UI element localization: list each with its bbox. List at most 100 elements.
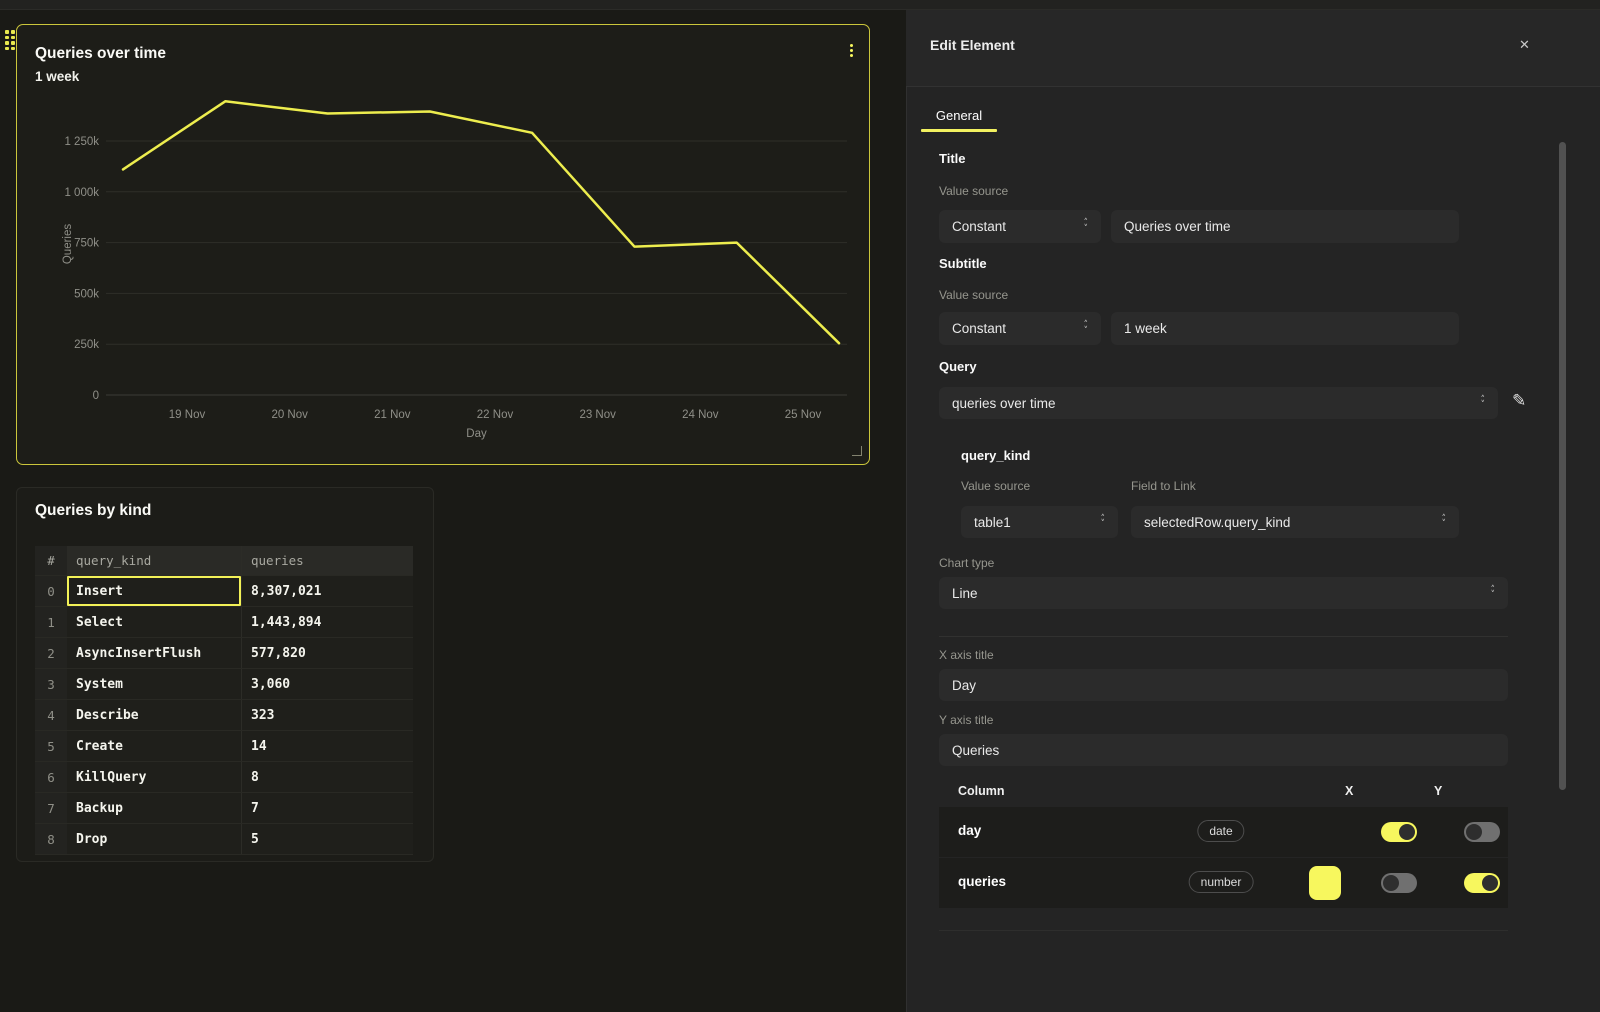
close-icon[interactable]: ✕ [1519,37,1530,52]
queries-cell: 3,060 [241,669,413,699]
series-color-swatch[interactable] [1309,866,1341,900]
chevron-updown-icon [1442,517,1447,528]
queries-cell: 8,307,021 [241,576,413,606]
table-row[interactable]: 8 Drop 5 [35,824,413,855]
table-row[interactable]: 5 Create 14 [35,731,413,762]
query-param-heading: query_kind [961,448,1031,463]
active-tab-underline [921,129,997,132]
chevron-updown-icon [1084,221,1089,232]
query-kind-cell: AsyncInsertFlush [76,645,202,661]
row-index-cell: 4 [35,700,67,730]
query-kind-cell: System [76,676,123,692]
title-source-select[interactable]: Constant [939,210,1101,243]
row-index-cell: 3 [35,669,67,699]
query-kind-cell: KillQuery [76,769,147,785]
x-tick-label: 25 Nov [785,409,822,421]
section-divider [939,930,1508,931]
column-name: queries [958,874,1007,889]
param-source-select[interactable]: table1 [961,506,1118,538]
table-row[interactable]: 4 Describe 323 [35,700,413,731]
y-toggle[interactable] [1464,873,1500,893]
queries-cell: 14 [241,731,413,761]
table-row[interactable]: 3 System 3,060 [35,669,413,700]
subtitle-value-source-label: Value source [939,288,1009,302]
query-select[interactable]: queries over time [939,387,1498,419]
scrollbar-thumb[interactable] [1559,142,1566,790]
queries-cell: 7 [241,793,413,823]
x-axis-title-value: Day [952,677,977,693]
query-kind-cell: Describe [76,707,139,723]
x-tick-label: 23 Nov [579,409,616,421]
table-element[interactable]: Queries by kind # query_kind queries 0 Inser… [16,487,434,862]
column-row-day: day date [939,807,1508,857]
drag-handle-icon[interactable] [5,30,15,50]
chart-element-selected[interactable]: 0 250k 500k 750k 1 000k 1 250k 19 Nov 20 Nov 21 … [16,24,870,465]
x-tick-label: 21 Nov [374,409,411,421]
toggle-knob [1383,875,1399,891]
chart-type-value: Line [952,585,978,601]
table-row[interactable]: 0 Insert 8,307,021 [35,576,413,607]
chart-type-select[interactable]: Line [939,577,1508,609]
columns-table-header: Column X Y [939,779,1508,807]
column-header-query_kind: query_kind [76,553,152,568]
column-row-queries: queries number [939,858,1508,908]
type-badge: number [1188,871,1254,893]
queries-cell: 8 [241,762,413,792]
param-source-value: table1 [974,514,1011,530]
y-tick-label: 1 250k [64,136,99,148]
tab-general[interactable]: General [935,108,983,123]
query-kind-cell: Select [76,614,123,630]
title-value-source-label: Value source [939,184,1009,198]
y-toggle[interactable] [1464,822,1500,842]
row-index-cell: 6 [35,762,67,792]
title-value-text: Queries over time [1124,219,1231,234]
table-header-row: # query_kind queries [35,546,413,576]
table-row[interactable]: 6 KillQuery 8 [35,762,413,793]
queries-cell: 1,443,894 [241,607,413,637]
x-header: X [1345,784,1354,798]
top-bar [0,0,1600,10]
x-tick-label: 20 Nov [271,409,308,421]
kebab-menu-icon[interactable] [845,39,857,61]
subtitle-source-select[interactable]: Constant [939,312,1101,345]
query-kind-cell: Backup [76,800,123,816]
column-name: day [958,823,982,838]
row-index-cell: 1 [35,607,67,637]
x-tick-label: 19 Nov [169,409,206,421]
query-kind-cell: Drop [76,831,108,847]
x-tick-label: 22 Nov [477,409,514,421]
line-chart: 0 250k 500k 750k 1 000k 1 250k 19 Nov 20 Nov 21 … [62,100,847,440]
column-header-queries: queries [241,546,413,575]
subtitle-source-value: Constant [952,321,1007,336]
type-badge: date [1197,820,1245,842]
x-toggle[interactable] [1381,822,1417,842]
data-line [121,100,841,345]
title-source-value: Constant [952,219,1007,234]
x-axis-title-input[interactable]: Day [939,669,1508,701]
toggle-knob [1466,824,1482,840]
queries-by-kind-table: # query_kind queries 0 Insert 8,307,021 1 Selec… [35,546,413,855]
resize-handle[interactable] [852,446,862,456]
query-kind-cell: Insert [67,576,241,606]
toggle-knob [1399,824,1415,840]
row-index-cell: 0 [35,576,67,606]
table-row[interactable]: 7 Backup 7 [35,793,413,824]
query-kind-cell: Create [76,738,123,754]
query-select-value: queries over time [952,395,1056,411]
table-row[interactable]: 2 AsyncInsertFlush 577,820 [35,638,413,669]
x-toggle[interactable] [1381,873,1417,893]
chart-subtitle: 1 week [35,69,80,84]
toggle-knob [1482,875,1498,891]
subtitle-value-input[interactable]: 1 week [1111,312,1459,345]
row-index-cell: 5 [35,731,67,761]
chart-title: Queries over time [35,45,166,62]
chart-type-label: Chart type [939,556,995,570]
chevron-updown-icon [1084,323,1089,334]
table-row[interactable]: 1 Select 1,443,894 [35,607,413,638]
field-to-link-select[interactable]: selectedRow.query_kind [1131,506,1459,538]
field-to-link-value: selectedRow.query_kind [1144,514,1291,530]
y-axis-title-input[interactable]: Queries [939,734,1508,766]
edit-query-pencil-icon[interactable]: ✎ [1512,391,1527,410]
title-value-input[interactable]: Queries over time [1111,210,1459,243]
y-axis-title-label: Y axis title [939,713,994,727]
